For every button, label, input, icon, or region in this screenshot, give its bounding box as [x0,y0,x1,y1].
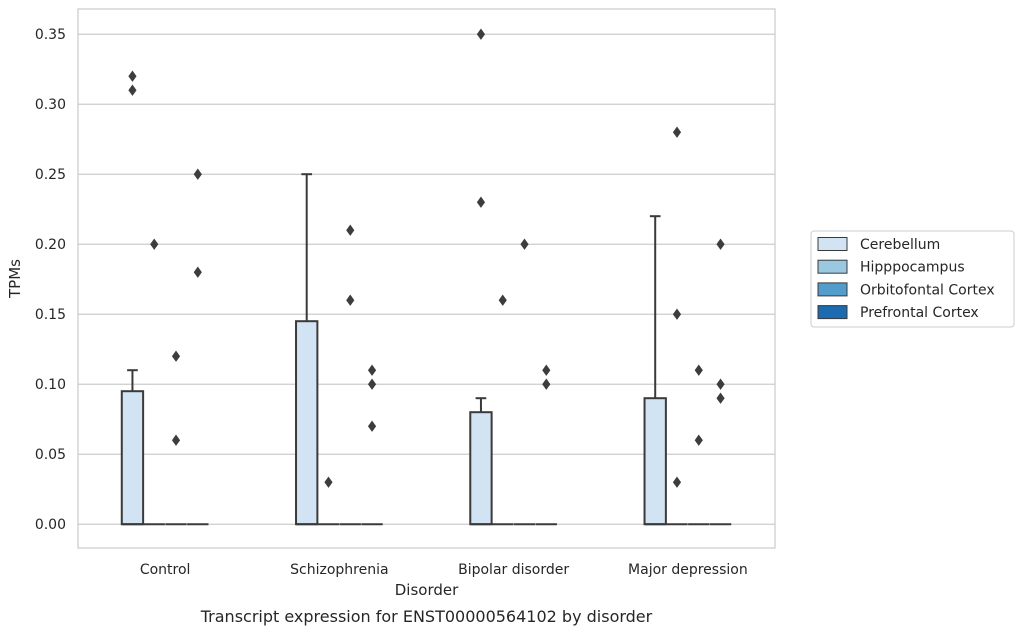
legend-swatch [817,282,848,297]
outlier-point [476,196,486,208]
y-tick-label: 0.00 [35,517,66,533]
x-tick-label: Bipolar disorder [458,562,569,578]
outlier-point [694,364,703,376]
y-tick-label: 0.20 [35,237,66,253]
outlier-point [716,238,725,250]
legend-label: Hipppocampus [860,260,965,276]
box-layer [120,173,732,526]
box-body [295,320,319,526]
y-tick-label: 0.15 [35,307,66,323]
outlier-point [672,308,682,320]
outlier-point [128,70,137,82]
outlier-point [520,238,529,250]
legend-label: Cerebellum [860,237,940,253]
box-body [469,411,493,526]
box-0-2 [469,397,493,526]
box-body [643,397,667,526]
box-body [120,390,145,526]
outlier-point [476,28,486,40]
outlier-point [128,84,137,96]
x-axis-label: Disorder [395,581,459,599]
y-axis-label: TPMs [6,259,24,299]
outlier-point [542,378,551,390]
outlier-point [716,392,725,404]
y-tick-label: 0.10 [35,377,66,393]
box-0-3 [643,215,667,526]
y-tick-label: 0.05 [35,447,66,463]
legend-swatch [817,305,848,320]
legend-swatch [817,259,848,274]
box-0-1 [295,173,319,526]
x-tick-labels: Control Schizophrenia Bipolar disorder Majo… [140,562,748,578]
box-0-0 [120,369,145,526]
x-tick-label: Schizophrenia [290,562,388,578]
outlier-point [193,168,202,180]
outlier-layer [128,28,725,488]
outlier-point [367,420,377,432]
outlier-point [498,294,507,306]
x-tick-label: Control [140,562,191,578]
plot-area-frame [77,8,776,549]
y-tick-labels: 0.00 0.05 0.10 0.15 0.20 0.25 0.30 0.35 [35,27,66,533]
y-tick-label: 0.25 [35,167,66,183]
outlier-point [672,126,682,138]
legend-frame [810,230,1015,328]
legend-label: Prefrontal Cortex [860,305,979,321]
outlier-point [367,364,377,376]
outlier-point [193,266,202,278]
x-tick-label: Major depression [628,562,748,578]
outlier-point [171,350,181,362]
legend: Cerebellum Hipppocampus Orbitofontal Corte… [810,230,1015,328]
outlier-point [542,364,551,376]
outlier-point [346,294,355,306]
outlier-point [716,378,725,390]
outlier-point [171,434,181,446]
outlier-point [150,238,159,250]
y-tick-label: 0.30 [35,97,66,113]
outlier-point [346,224,355,236]
outlier-point [324,476,333,488]
y-tick-label: 0.35 [35,27,66,43]
outlier-point [672,476,682,488]
outlier-point [367,378,377,390]
legend-swatch [817,237,848,251]
chart-caption: Transcript expression for ENST0000056410… [200,607,653,626]
outlier-point [694,434,703,446]
plot-area-background [78,9,775,548]
legend-label: Orbitofontal Cortex [860,282,995,298]
